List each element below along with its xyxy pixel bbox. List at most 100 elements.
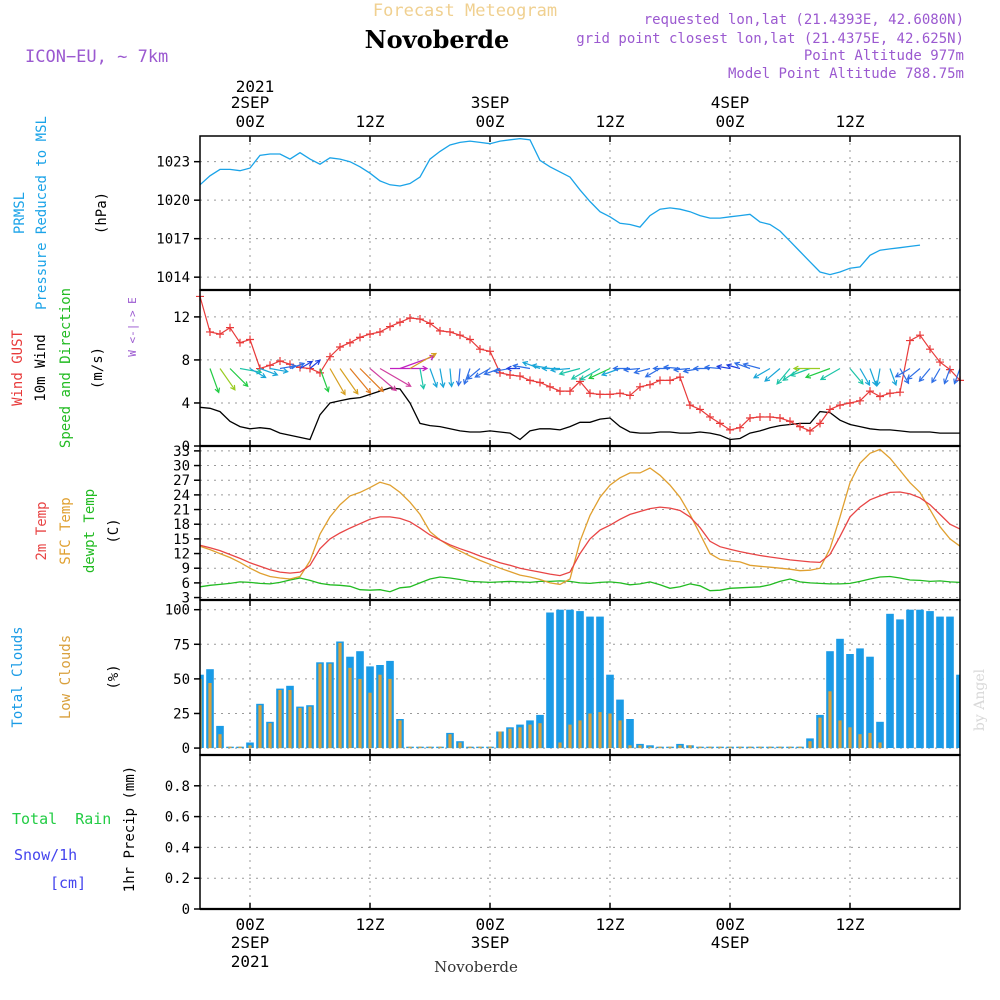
gust-marker [726, 425, 734, 434]
low-cloud-bar [508, 728, 512, 749]
low-cloud-bar [448, 734, 452, 748]
gust-marker [356, 333, 364, 342]
model-label: ICON−EU, ~ 7km [25, 47, 168, 67]
y-tick-label: 33 [173, 444, 190, 460]
y-tick-label: 9 [182, 561, 190, 577]
top-hour-label: 00Z [716, 112, 745, 131]
wind-arrow [570, 367, 591, 380]
total-cloud-bar [916, 609, 924, 749]
gust-marker [756, 412, 764, 421]
wind-arrow [409, 352, 438, 370]
y-tick-label: 0 [182, 902, 190, 918]
gust-marker [796, 422, 804, 431]
top-date-label: 4SEP [711, 93, 750, 112]
low-cloud-bar [758, 746, 762, 749]
pressure-line [199, 137, 921, 276]
low-cloud-bar [358, 678, 362, 749]
wind-arrow [359, 368, 384, 393]
precip-label-rain: Total Rain [12, 810, 111, 828]
gust-marker [626, 391, 634, 400]
wind-arrow [390, 365, 429, 372]
gust-marker [636, 382, 644, 391]
y-tick-label: 1023 [156, 155, 190, 171]
wind-label-unit: (m/s) [90, 347, 106, 389]
gust-marker [466, 335, 474, 344]
wind-arrow [505, 365, 520, 372]
gust-marker [446, 327, 454, 336]
low-cloud-bar [278, 690, 282, 749]
low-cloud-bar [518, 727, 522, 749]
low-cloud-bar [348, 667, 352, 749]
dewpt-line [199, 575, 961, 593]
gust-marker [876, 392, 884, 401]
wind-arrow [622, 366, 641, 373]
low-cloud-bar [298, 707, 302, 748]
gust-marker [856, 396, 864, 405]
y-tick-label: 0.6 [165, 810, 190, 826]
wind-arrow [369, 368, 397, 392]
wind-arrow [279, 363, 298, 370]
y-tick-label: 12 [173, 547, 190, 563]
panel-precip: 0 0.2 0.4 0.6 0.8 [165, 754, 961, 918]
pressure-label-msl: Pressure Reduced to MSL [34, 116, 50, 310]
gust-marker [526, 376, 534, 385]
gust-marker [676, 373, 684, 382]
low-cloud-bar [528, 724, 532, 749]
gust-marker [216, 330, 224, 339]
top-hour-label: 00Z [236, 112, 265, 131]
wind-arrow [299, 360, 314, 370]
panel-frame-precip [199, 754, 961, 910]
wind-label-gust: Wind GUST [10, 330, 26, 406]
gust-marker [516, 372, 524, 381]
low-cloud-bar [718, 746, 722, 749]
total-cloud-bar [956, 674, 960, 748]
wind-arrow [349, 368, 372, 395]
low-cloud-bar [218, 734, 222, 748]
info-line-point-altitude: Point Altitude 977m [804, 48, 964, 64]
low-cloud-bar [338, 642, 342, 749]
wind-arrow [752, 367, 771, 379]
low-cloud-bar [288, 690, 292, 749]
y-tick-label: 0.8 [165, 779, 190, 795]
total-cloud-bar [246, 742, 254, 748]
cloud-labels: Total Clouds Low Clouds (%) [10, 626, 122, 727]
wind-arrow [463, 368, 471, 386]
gust-marker [396, 318, 404, 327]
wind-arrow [329, 368, 346, 396]
low-cloud-bar [498, 731, 502, 749]
info-line-requested: requested lon,lat (21.4393E, 42.6080N) [644, 12, 964, 28]
y-tick-label: 100 [165, 603, 190, 619]
gust-marker [536, 378, 544, 387]
wind-labels: Wind GUST 10m Wind Speed and Direction (… [10, 288, 139, 448]
t2m-line [199, 491, 961, 577]
gust-marker [926, 345, 934, 354]
top-hour-label: 00Z [476, 112, 505, 131]
gust-marker [556, 387, 564, 396]
gust-marker [236, 338, 244, 347]
wind-arrow [339, 368, 359, 395]
wind-arrow [931, 368, 941, 384]
gust-marker [736, 423, 744, 432]
gust-marker [606, 390, 614, 399]
y-tick-label: 21 [173, 503, 190, 519]
total-cloud-bar [876, 721, 884, 749]
gust-marker [366, 330, 374, 339]
precip-label-cm: [cm] [50, 874, 86, 892]
temp-labels: 2m Temp SFC Temp dewpt Temp (C) [34, 489, 122, 573]
low-cloud-bar [428, 746, 432, 749]
wind-arrow [229, 368, 249, 388]
wind-arrow [219, 368, 236, 391]
gust-marker [566, 387, 574, 396]
chart-subtitle: Forecast Meteogram [373, 1, 557, 21]
wind-arrow [859, 368, 871, 387]
wind-arrow [289, 362, 306, 370]
wind-arrow [906, 368, 921, 380]
low-cloud-bar [768, 746, 772, 749]
wind-arrow [715, 364, 731, 370]
low-cloud-bar [778, 746, 782, 749]
y-tick-label: 75 [173, 637, 190, 653]
wind-arrow [466, 368, 481, 380]
wind-arrow [474, 367, 491, 378]
gust-marker [546, 382, 554, 391]
